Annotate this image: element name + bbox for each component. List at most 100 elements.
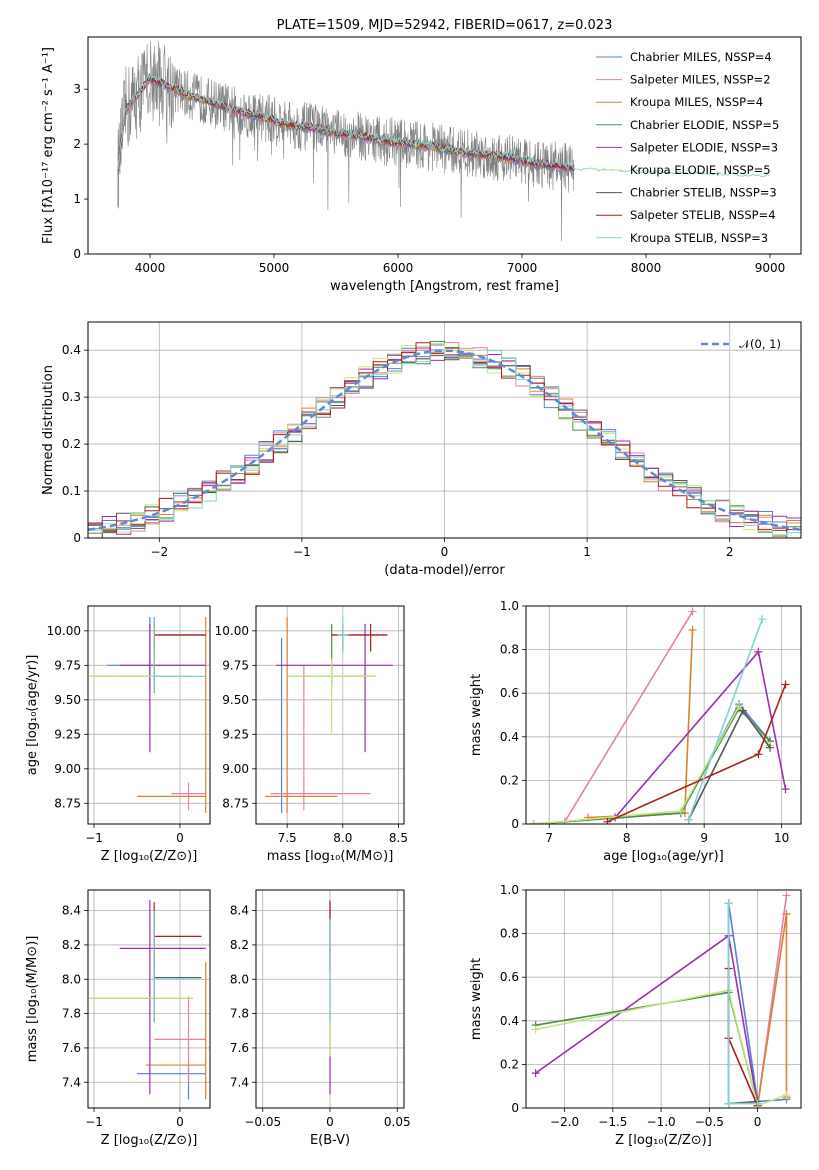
weight-point-1 [782, 891, 791, 900]
x-tick-label: 8000 [631, 261, 662, 275]
x-tick-label: 1 [583, 545, 591, 559]
weight-point-5 [676, 806, 685, 815]
x-tick-label: −1 [293, 545, 311, 559]
x-tick-label: 4000 [135, 261, 166, 275]
y-tick-label: 0.6 [500, 970, 519, 984]
panel-mass-vs-z: −1 0 7.4 7.6 7.8 8.0 8.2 8.4 Z [log₁₀(Z/Z⊙)] mass… [25, 889, 211, 1148]
chart-title: PLATE=1509, MJD=52942, FIBERID=0617, z=0… [277, 18, 613, 33]
y-tick-label: 9.75 [222, 658, 249, 672]
y-tick-label: 0.4 [500, 730, 519, 744]
legend-label-3: Chabrier ELODIE, NSSP=5 [630, 118, 779, 132]
y-tick-label: 10.00 [215, 624, 249, 638]
x-tick-label: 6000 [383, 261, 414, 275]
weight-line-5 [535, 989, 787, 1107]
x-tick-label: 7 [545, 831, 553, 845]
y-tick-label: 7.4 [62, 1075, 81, 1089]
legend-label-0: Chabrier MILES, NSSP=4 [630, 50, 772, 64]
x-tick-label: 0 [176, 831, 184, 845]
axes-frame [87, 605, 211, 825]
y-tick-label: 8.0 [62, 972, 81, 986]
axes-frame [255, 605, 405, 825]
axes-frame [525, 605, 802, 825]
x-tick-label: 8 [623, 831, 631, 845]
panel-age-vs-z: −1 0 8.75 9.00 9.25 9.50 9.75 10.00 Z [log₁₀(Z/Z… [25, 605, 211, 864]
observed-spectrum [117, 40, 575, 242]
weight-point-1 [688, 607, 697, 616]
weight-point-7 [754, 750, 763, 759]
y-tick-label: 8.0 [230, 972, 249, 986]
plot-area [117, 40, 771, 242]
weight-point-5 [529, 820, 538, 824]
weight-point-7 [781, 680, 790, 689]
y-tick-label: 0.8 [500, 927, 519, 941]
x-axis-label: mass [log₁₀(M/M⊙)] [267, 849, 394, 864]
weight-point-6 [766, 743, 775, 752]
y-tick-label: 9.75 [54, 658, 81, 672]
plot-area [264, 617, 393, 813]
y-tick-label: 2 [73, 137, 81, 151]
y-tick-label: 9.00 [222, 762, 249, 776]
weight-point-8 [684, 815, 693, 824]
y-tick-label: 9.25 [222, 727, 249, 741]
panel-mass-weight-vs-age: 7 8 9 10 0 0.2 0.4 0.6 0.8 1.0 age [log₁₀(age/yr)]… [469, 599, 802, 864]
legend-normal-label: 𝒩(0, 1) [739, 337, 781, 351]
axes-frame [87, 36, 802, 255]
y-tick-label: 0 [73, 247, 81, 261]
x-tick-label: 10 [774, 831, 789, 845]
normal-curve [88, 349, 801, 532]
x-axis-label: (data-model)/error [384, 563, 505, 578]
y-tick-label: 7.6 [62, 1041, 81, 1055]
y-tick-label: 1 [73, 192, 81, 206]
y-tick-label: 7.8 [230, 1007, 249, 1021]
model-spectrum-7 [117, 73, 575, 172]
y-axis-label: age [log₁₀(age/yr)] [25, 655, 40, 776]
x-tick-label: 8.0 [333, 831, 352, 845]
weight-point-4 [754, 647, 763, 656]
y-tick-label: 7.6 [230, 1041, 249, 1055]
y-tick-label: 9.50 [222, 693, 249, 707]
weight-point-5 [782, 1090, 791, 1099]
x-axis-label: E(B-V) [310, 1133, 350, 1148]
weight-point-4 [531, 1069, 540, 1078]
plot-area [529, 607, 790, 824]
y-tick-label: 8.4 [62, 904, 81, 918]
y-tick-label: 0 [511, 1101, 519, 1115]
legend-label-1: Salpeter MILES, NSSP=2 [630, 73, 771, 87]
x-tick-label: −1.0 [647, 1115, 676, 1129]
y-tick-label: 8.4 [230, 904, 249, 918]
x-axis-label: Z [log₁₀(Z/Z⊙)] [101, 849, 198, 864]
y-tick-label: 0.2 [62, 437, 81, 451]
y-tick-label: 0.3 [62, 390, 81, 404]
x-axis-label: Z [log₁₀(Z/Z⊙)] [615, 1133, 712, 1148]
model-spectrum-8 [117, 72, 771, 178]
panel-residuals: 𝒩(0, 1) −2 −1 0 1 2 0 0.1 0.2 0.3 0.4 (data-model)/… [41, 321, 802, 578]
y-tick-label: 3 [73, 82, 81, 96]
y-tick-label: 9.00 [54, 762, 81, 776]
weight-point-8 [753, 1099, 762, 1108]
y-tick-label: 7.8 [62, 1007, 81, 1021]
weight-point-2 [782, 909, 791, 918]
weight-point-4 [781, 785, 790, 794]
y-tick-label: 0.1 [62, 484, 81, 498]
x-tick-label: 2 [726, 545, 734, 559]
axes-frame [87, 889, 211, 1109]
weight-point-8 [724, 1099, 733, 1108]
plot-area [89, 617, 207, 813]
y-tick-label: 1.0 [500, 599, 519, 613]
plot-area [531, 891, 791, 1108]
x-tick-label: −2 [150, 545, 168, 559]
x-axis-label: age [log₁₀(age/yr)] [603, 849, 724, 864]
x-tick-label: 0 [176, 1115, 184, 1129]
x-tick-label: −2.0 [550, 1115, 579, 1129]
x-tick-label: 0.05 [384, 1115, 411, 1129]
legend-label-8: Kroupa STELIB, NSSP=3 [630, 231, 768, 245]
x-tick-label: 5000 [259, 261, 290, 275]
legend-label-7: Salpeter STELIB, NSSP=4 [630, 208, 776, 222]
x-tick-label: 7000 [507, 261, 538, 275]
y-tick-label: 0.2 [500, 773, 519, 787]
weight-point-8 [758, 615, 767, 624]
y-tick-label: 8.75 [222, 796, 249, 810]
legend-label-2: Kroupa MILES, NSSP=4 [630, 95, 763, 109]
weight-point-2 [688, 625, 697, 634]
y-tick-label: 10.00 [47, 624, 81, 638]
